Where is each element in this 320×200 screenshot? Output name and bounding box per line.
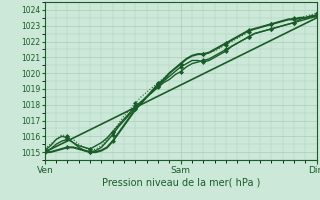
X-axis label: Pression niveau de la mer( hPa ): Pression niveau de la mer( hPa ) xyxy=(102,177,260,187)
